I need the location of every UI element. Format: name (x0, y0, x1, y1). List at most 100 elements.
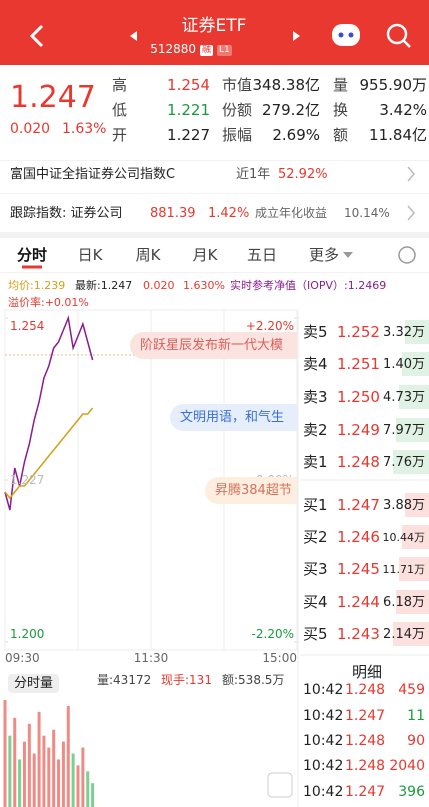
book-bar (405, 320, 429, 344)
dropdown (343, 252, 353, 258)
book-bar (396, 418, 429, 442)
detail-volume: 2040 (389, 758, 425, 774)
divider (0, 160, 429, 161)
y-tick-label: 1.254 (10, 319, 45, 333)
volume-amount: 额:538.5万 (222, 673, 285, 687)
stat-label: 市值 (222, 75, 253, 94)
change-pct: 1.63% (62, 121, 107, 137)
stat-value: 955.90万 (359, 75, 428, 94)
search-icon[interactable] (386, 23, 408, 45)
volume-bar (61, 741, 65, 807)
book-price: 1.248 (337, 452, 380, 471)
annual: 10.14% (344, 206, 390, 220)
price: 1.247 (10, 80, 96, 115)
book-bar (405, 493, 429, 517)
track-pct: 1.42% (208, 205, 250, 221)
book-label: 买2 (303, 527, 328, 546)
y-tick-label: 1.227 (10, 473, 45, 487)
chevron[interactable] (407, 166, 415, 182)
detail-price: 1.247 (345, 708, 386, 724)
legend-iopv: 实时参考净值（IOPV）:1.2469 (230, 278, 387, 292)
detail-volume: 459 (398, 682, 425, 698)
book-price: 1.247 (337, 495, 380, 514)
volume-bar (3, 700, 7, 807)
stat-value: 2.69% (272, 125, 320, 144)
tab[interactable]: 分时 (16, 245, 48, 264)
volume-bar (8, 735, 12, 807)
book-label: 卖5 (303, 322, 328, 341)
volume-bar (18, 759, 22, 807)
series-line (4, 407, 94, 500)
x-tick-label: 09:30 (5, 651, 40, 665)
y-tick-label: 1.200 (10, 627, 45, 641)
settings-icon[interactable] (398, 246, 416, 264)
book-label: 卖1 (303, 452, 328, 471)
search-handle (403, 40, 411, 48)
stat-label: 振幅 (222, 125, 253, 144)
detail-price: 1.248 (345, 682, 386, 698)
stat-label: 换 (333, 100, 349, 119)
stat-value: 1.254 (167, 75, 210, 94)
book-volume: 10.44万 (382, 530, 426, 544)
chevron[interactable] (407, 205, 415, 221)
book-volume: 1.40万 (383, 356, 425, 372)
detail-time: 10:42 (303, 784, 344, 800)
book-label: 买3 (303, 559, 328, 578)
book-price: 1.249 (337, 420, 380, 439)
banner[interactable]: 文明用语，和气生 (170, 403, 297, 431)
stat-value: 348.38亿 (252, 75, 321, 94)
volume-bar (47, 747, 51, 807)
volume-bar (52, 729, 56, 807)
volume-bar (86, 771, 90, 807)
volume-bar (42, 735, 46, 807)
stat-value: 3.42% (379, 100, 427, 119)
book-price: 1.245 (337, 559, 380, 578)
robot-icon[interactable] (332, 24, 360, 46)
detail-time: 10:42 (303, 708, 344, 724)
y2-tick-label: +2.20% (245, 319, 294, 333)
book-label: 卖2 (303, 420, 328, 439)
tag: 融 (200, 44, 214, 56)
robot-eye (338, 32, 344, 38)
volume-bar (66, 705, 70, 807)
stat-label: 开 (112, 125, 128, 144)
detail-time: 10:42 (303, 682, 344, 698)
book-label: 卖4 (303, 354, 328, 373)
banner[interactable]: 昇腾384超节 (205, 476, 297, 504)
book-price: 1.252 (337, 322, 380, 341)
book-bar (402, 525, 429, 549)
back-icon[interactable] (29, 24, 44, 48)
book-price: 1.243 (337, 624, 380, 643)
volume-bar (37, 711, 41, 807)
book-bar (399, 385, 429, 409)
volume-label[interactable]: 分时量 (8, 673, 60, 693)
next-icon[interactable] (293, 31, 300, 41)
stat-value: 1.227 (167, 125, 210, 144)
book-volume: 6.18万 (383, 594, 425, 610)
tab[interactable]: 更多 (308, 245, 340, 264)
legend-change: 0.020 (143, 278, 175, 292)
banner[interactable]: 阶跃星辰发布新一代大模 (130, 331, 297, 359)
volume-bar (91, 783, 95, 807)
title: 证券ETF (181, 15, 247, 36)
tab[interactable]: 周K (135, 245, 161, 264)
expand-icon[interactable] (267, 772, 293, 798)
volume-bar (27, 723, 31, 807)
book-volume: 2.14万 (383, 626, 425, 642)
book-bar (396, 590, 429, 614)
prev-icon[interactable] (130, 31, 137, 41)
tab[interactable]: 日K (77, 245, 103, 264)
book-bar (399, 557, 429, 581)
book-volume: 4.73万 (383, 389, 425, 405)
stat-value: 11.84亿 (369, 125, 427, 144)
volume-total: 量:43172 (97, 673, 152, 687)
track-index: 881.39 (150, 205, 196, 221)
book-label: 买1 (303, 495, 328, 514)
tab[interactable]: 月K (192, 245, 218, 264)
tab[interactable]: 五日 (246, 245, 278, 264)
legend-avg: 均价:1.239 (8, 278, 66, 292)
book-price: 1.250 (337, 387, 380, 406)
book-volume: 11.71万 (382, 562, 426, 576)
book-volume: 3.32万 (383, 324, 425, 340)
detail-time: 10:42 (303, 733, 344, 749)
